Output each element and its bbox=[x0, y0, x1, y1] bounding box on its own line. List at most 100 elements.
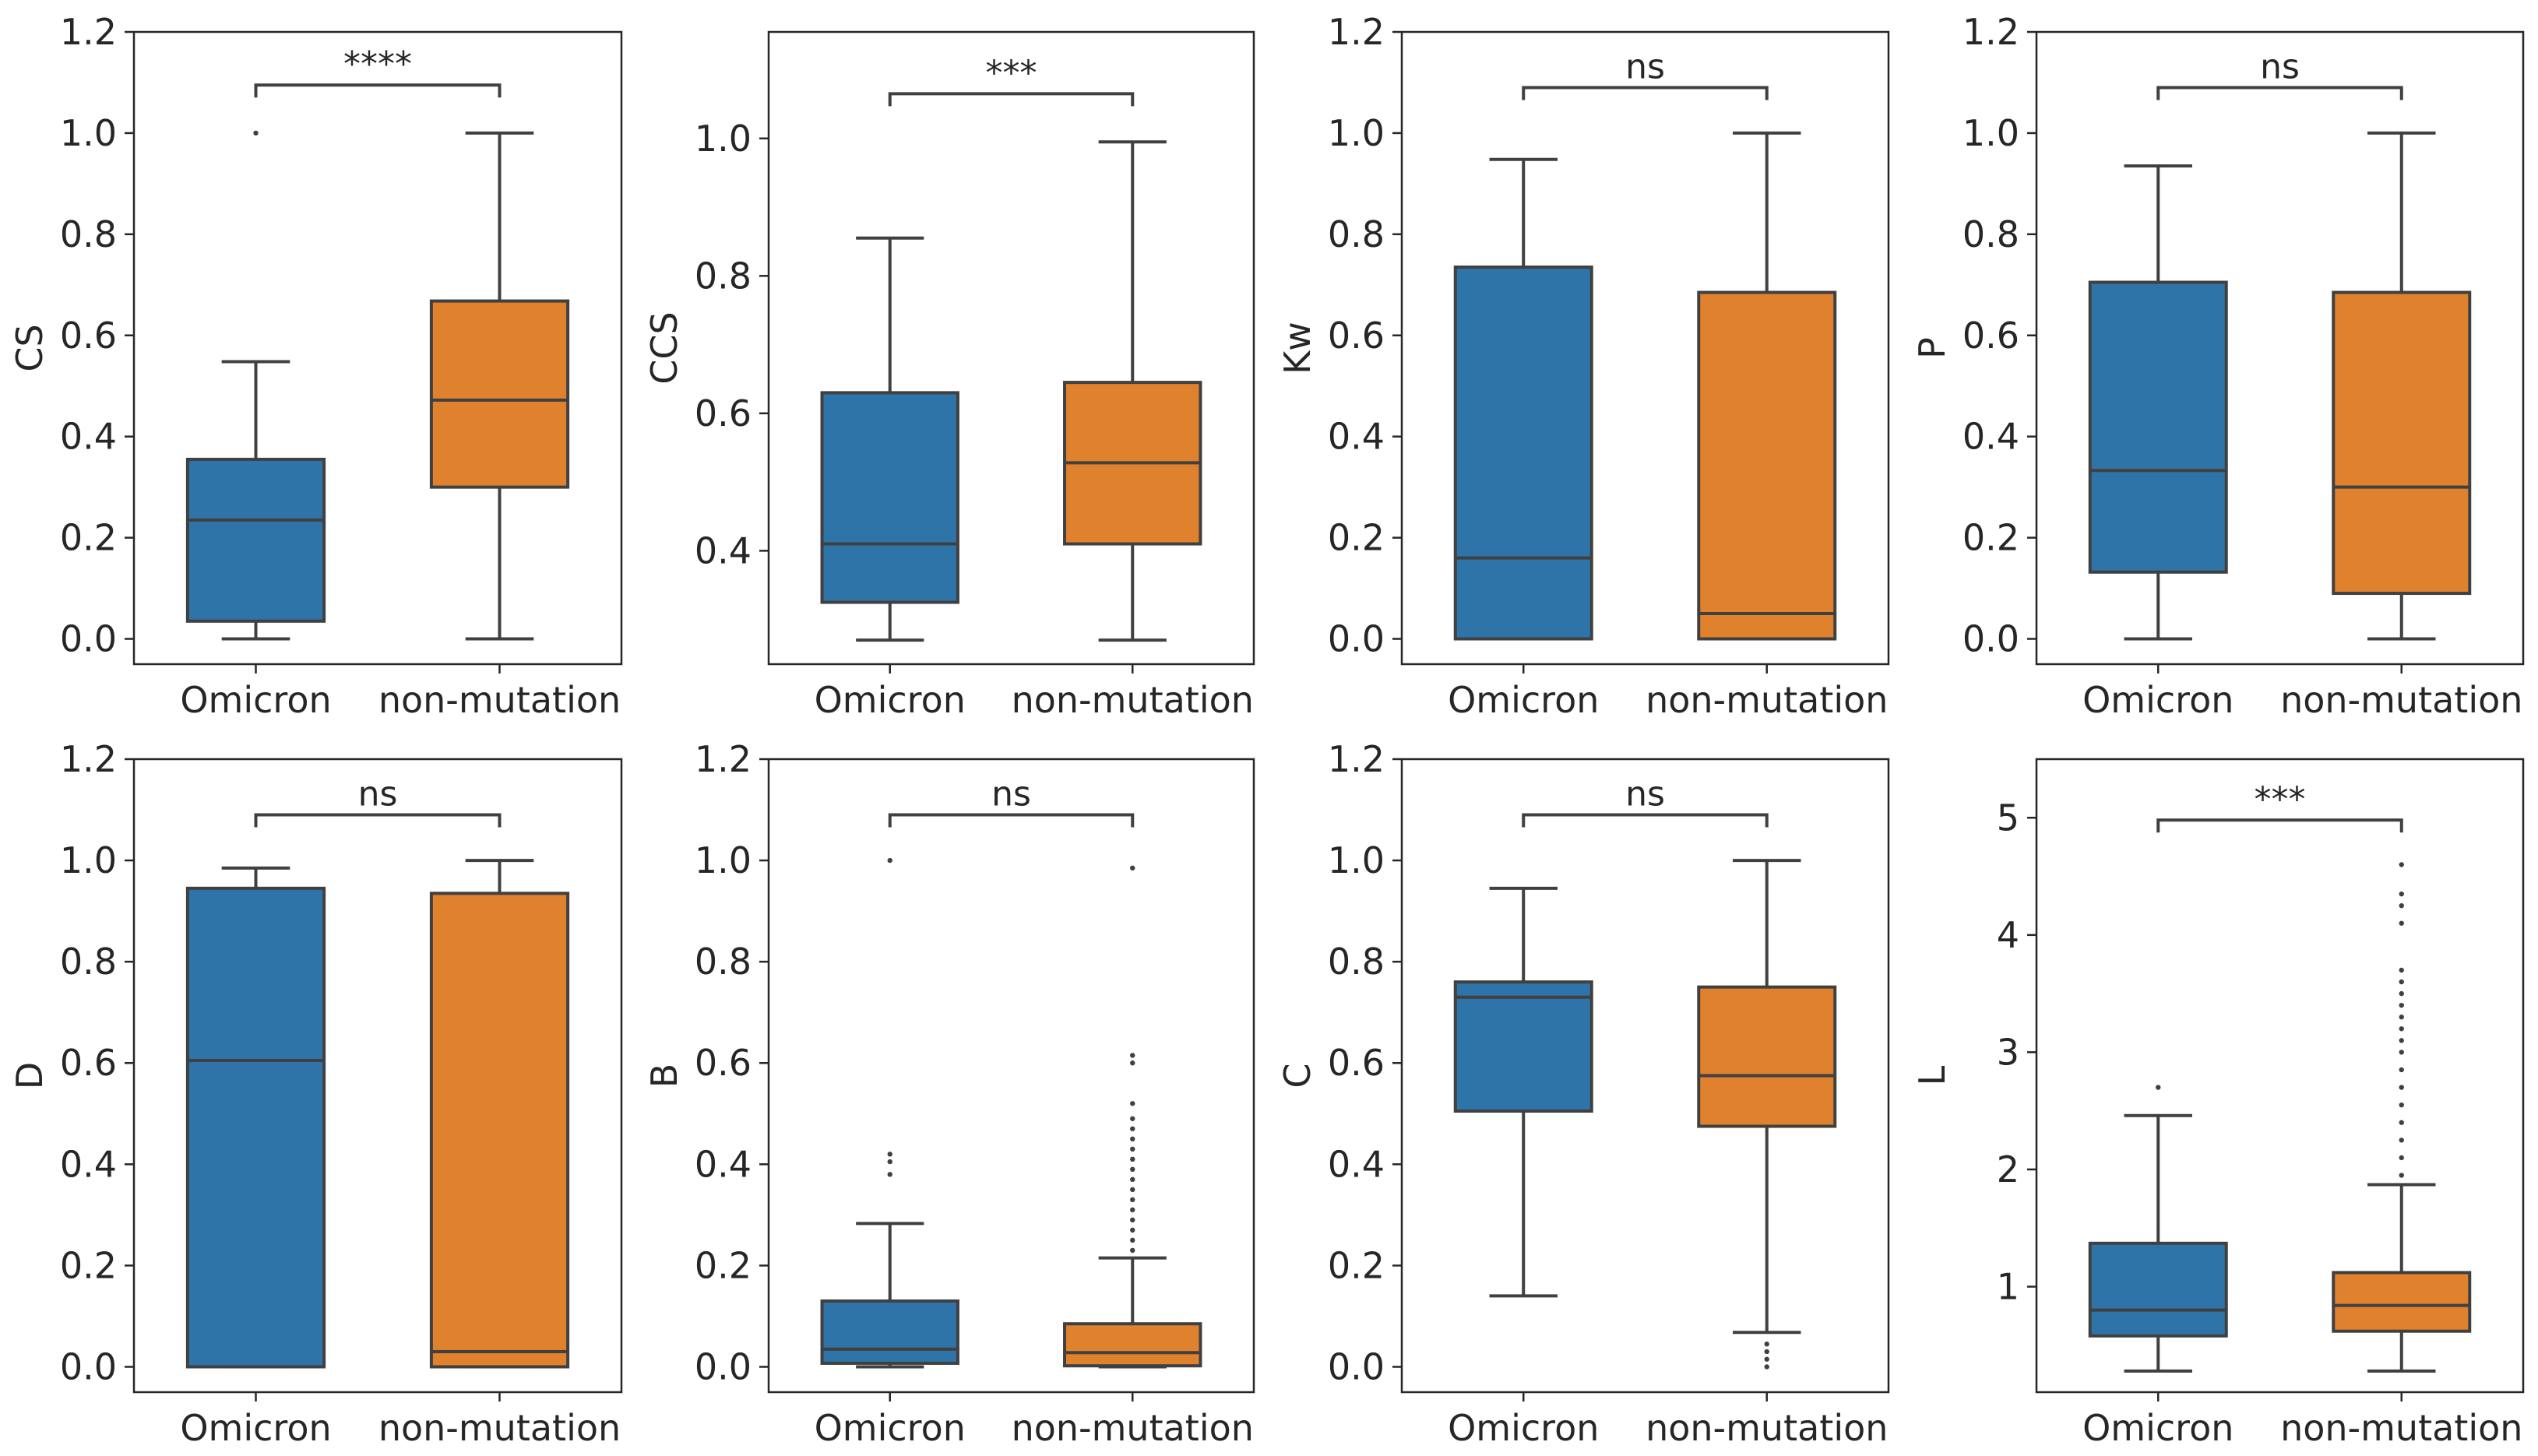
outlier-point bbox=[2399, 1102, 2404, 1108]
y-tick-label: 0.4 bbox=[60, 1143, 117, 1185]
significance-label: **** bbox=[343, 44, 412, 84]
significance-bracket bbox=[2156, 86, 2403, 100]
outlier-point bbox=[1130, 1197, 1135, 1203]
y-tick-label: 1.2 bbox=[1328, 738, 1385, 780]
y-axis-label: B bbox=[643, 1064, 685, 1088]
significance-label: ns bbox=[1625, 775, 1665, 814]
box-non-mutation bbox=[1063, 865, 1202, 1369]
box-omicron bbox=[1453, 157, 1593, 641]
y-tick-label: 0.4 bbox=[695, 529, 752, 571]
box-omicron bbox=[185, 866, 326, 1369]
y-tick-label: 5 bbox=[1997, 797, 2019, 839]
subplot-b: 0.0 0.2 0.4 0.6 0.8 1.0 1.2 B Omicron non-mutatio… bbox=[643, 738, 1255, 1449]
x-tick-label: non-mutation bbox=[1012, 1407, 1254, 1449]
y-tick-label: 0.0 bbox=[60, 618, 117, 660]
x-tick-label: Omicron bbox=[1448, 1407, 1599, 1449]
y-tick-label: 0.2 bbox=[60, 1244, 117, 1286]
outlier-point bbox=[1764, 1356, 1769, 1362]
box-iqr bbox=[2088, 1241, 2228, 1338]
y-tick-label: 0.4 bbox=[1328, 416, 1385, 458]
x-tick-label: Omicron bbox=[2082, 679, 2234, 721]
outlier-point bbox=[1130, 1207, 1135, 1213]
significance-bracket bbox=[254, 813, 502, 828]
y-tick-label: 1.0 bbox=[60, 112, 117, 154]
y-axis-label: CS bbox=[9, 324, 51, 371]
outlier-point bbox=[2399, 967, 2404, 973]
outlier-point bbox=[1764, 1364, 1769, 1370]
significance-bracket bbox=[888, 813, 1135, 828]
box-iqr bbox=[2088, 280, 2228, 574]
y-tick-label: 0.8 bbox=[1328, 213, 1385, 255]
subplot-cs: 0.0 0.2 0.4 0.6 0.8 1.0 1.2 CS Omicron non-mutati… bbox=[9, 11, 623, 721]
plot-frame bbox=[2035, 758, 2525, 1394]
outlier-point bbox=[887, 1159, 892, 1165]
box-non-mutation bbox=[429, 131, 570, 641]
box-iqr bbox=[2332, 290, 2472, 596]
y-tick-label: 0.4 bbox=[1328, 1143, 1385, 1185]
outlier-point bbox=[1130, 1247, 1135, 1254]
y-tick-label: 0.6 bbox=[60, 1042, 117, 1084]
y-axis-label: Kw bbox=[1276, 322, 1318, 375]
y-tick-label: 0.2 bbox=[695, 1244, 752, 1286]
plot-frame bbox=[132, 758, 623, 1394]
significance-label: *** bbox=[2255, 779, 2306, 819]
y-axis-label: D bbox=[9, 1062, 51, 1089]
box-non-mutation bbox=[429, 859, 570, 1369]
significance-bracket bbox=[254, 83, 502, 98]
box-omicron bbox=[1453, 886, 1593, 1298]
y-tick-label: 0.6 bbox=[1962, 315, 2019, 357]
y-tick-label: 1.0 bbox=[1328, 839, 1385, 881]
x-tick-label: non-mutation bbox=[378, 679, 621, 721]
y-tick-label: 1.0 bbox=[695, 839, 752, 881]
outlier-point bbox=[1130, 1146, 1135, 1152]
box-iqr bbox=[2332, 1271, 2472, 1333]
box-iqr bbox=[1697, 985, 1837, 1128]
outlier-point bbox=[2399, 1067, 2404, 1073]
box-iqr bbox=[429, 892, 570, 1369]
x-tick-label: Omicron bbox=[1448, 679, 1599, 721]
plot-frame bbox=[767, 30, 1255, 666]
outlier-point bbox=[1130, 865, 1135, 871]
y-axis-label: C bbox=[1276, 1063, 1318, 1088]
outlier-point bbox=[2399, 1050, 2404, 1055]
significance-bracket bbox=[1522, 813, 1769, 828]
y-tick-label: 0.4 bbox=[1962, 416, 2019, 458]
outlier-point bbox=[2399, 902, 2404, 909]
outlier-point bbox=[1764, 1349, 1769, 1355]
y-tick-label: 0.0 bbox=[1328, 618, 1385, 660]
x-tick-label: Omicron bbox=[180, 1407, 331, 1449]
outlier-point bbox=[1130, 1101, 1135, 1106]
x-tick-label: non-mutation bbox=[1012, 679, 1254, 721]
box-non-mutation bbox=[1697, 859, 1837, 1370]
x-tick-label: non-mutation bbox=[2280, 1407, 2522, 1449]
box-non-mutation bbox=[2332, 862, 2472, 1373]
outlier-point bbox=[1764, 1342, 1769, 1347]
y-tick-label: 0.6 bbox=[60, 315, 117, 357]
outlier-point bbox=[2399, 990, 2404, 997]
box-non-mutation bbox=[1063, 140, 1202, 642]
y-tick-label: 0.2 bbox=[60, 517, 117, 559]
box-non-mutation bbox=[1697, 131, 1837, 641]
box-iqr bbox=[185, 886, 326, 1369]
outlier-point bbox=[1130, 1060, 1135, 1066]
y-tick-label: 0.0 bbox=[60, 1345, 117, 1387]
y-tick-label: 1.0 bbox=[60, 839, 117, 881]
outlier-point bbox=[1130, 1227, 1135, 1233]
x-tick-label: Omicron bbox=[2082, 1407, 2234, 1449]
y-tick-label: 1 bbox=[1997, 1266, 2019, 1308]
y-tick-label: 0.6 bbox=[1328, 315, 1385, 357]
x-tick-label: Omicron bbox=[815, 679, 966, 721]
y-tick-label: 0.0 bbox=[1962, 618, 2019, 660]
y-tick-label: 0.6 bbox=[1328, 1042, 1385, 1084]
significance-label: ns bbox=[1625, 47, 1665, 86]
x-tick-label: non-mutation bbox=[1646, 679, 1888, 721]
subplot-l: 1 2 3 4 5 L Omicron non-mutation *** bbox=[1911, 758, 2525, 1449]
y-tick-label: 0.6 bbox=[695, 1042, 752, 1084]
y-tick-label: 4 bbox=[1997, 914, 2019, 956]
x-tick-label: non-mutation bbox=[378, 1407, 621, 1449]
outlier-point bbox=[253, 130, 259, 136]
outlier-point bbox=[1130, 1126, 1135, 1131]
y-tick-label: 1.0 bbox=[1962, 112, 2019, 154]
outlier-point bbox=[2399, 1002, 2404, 1008]
